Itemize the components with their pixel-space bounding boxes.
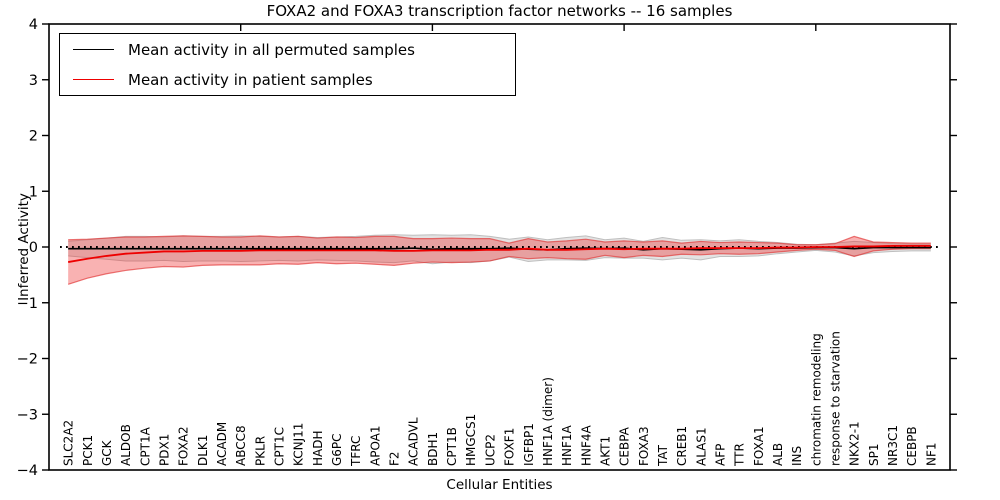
x-tick-label: DLK1 [196,435,210,466]
x-tick-label: FOXA1 [752,426,766,466]
x-tick-label: AFP [713,444,727,466]
legend-label: Mean activity in patient samples [128,70,373,89]
patient-mean-line [68,244,931,263]
x-tick-label: BDH1 [426,432,440,466]
x-tick-label: CPT1A [138,426,152,466]
x-tick-label: ALAS1 [694,427,708,466]
x-tick-label: ALDOB [119,424,133,466]
x-tick-label: NKX2-1 [848,421,862,466]
x-tick-label: SLC2A2 [62,420,76,466]
x-tick-label: ALB [771,443,785,466]
x-tick-label: HNF1A (dimer) [541,377,555,466]
x-tick-label: ABCC8 [234,425,248,466]
x-tick-label: INS [790,446,804,466]
x-tick-label: GCK [100,439,114,466]
x-tick-label: TTR [733,443,747,467]
patient-band [67,235,931,285]
legend-item-permuted: Mean activity in all permuted samples [60,35,515,64]
x-tick-label: FOXA3 [637,426,651,466]
x-tick-label: AKT1 [598,436,612,466]
x-tick-label: PCK1 [81,435,95,466]
x-tick-label: chromatin remodeling [809,333,823,466]
x-tick-label: HMGCS1 [464,414,478,466]
legend-line-sample-black [73,49,114,50]
legend-line-sample-red [73,79,114,80]
x-tick-label: FOXF1 [503,428,517,466]
chart-title: FOXA2 and FOXA3 transcription factor net… [266,2,733,20]
y-axis-label: Inferred Activity [16,193,32,301]
x-axis-labels: SLC2A2 PCK1 GCK ALDOB CPT1A PDX1 FOXA2 DLK1 ACAD… [62,331,939,467]
x-tick-label: TAT [656,444,670,467]
y-tick-label: 2 [29,129,38,145]
x-tick-label: HNF4A [579,424,593,466]
x-tick-label: CEBPA [618,426,632,466]
x-tick-label: HNF1A [560,424,574,466]
x-tick-label: SP1 [867,444,881,467]
x-tick-label: UCP2 [483,434,497,466]
x-tick-label: ACADVL [407,417,421,466]
x-tick-label: PKLR [253,436,267,466]
x-tick-label: NF1 [924,442,938,466]
x-tick-label: CPT1B [445,427,459,466]
y-tick-label: −1 [17,296,38,312]
x-axis-label: Cellular Entities [446,477,553,493]
y-axis-ticks: 4 3 2 1 0 −1 −2 −3 −4 [17,17,957,479]
x-tick-label: NR3C1 [886,425,900,466]
y-tick-label: 4 [29,17,38,33]
y-tick-label: −3 [17,407,38,423]
x-tick-label: APOA1 [368,425,382,466]
x-tick-label: TFRC [349,436,363,467]
legend-label: Mean activity in all permuted samples [128,40,415,59]
y-tick-label: 3 [29,73,38,89]
x-tick-label: ACADM [215,422,229,466]
x-axis-ticks [240,24,817,31]
legend-item-patient: Mean activity in patient samples [60,65,515,94]
legend: Mean activity in all permuted samples Me… [59,33,516,96]
y-tick-label: 0 [29,240,38,256]
x-tick-label: G6PC [330,433,344,466]
x-tick-label: CPT1C [273,427,287,466]
y-tick-label: 1 [29,184,38,200]
x-tick-label: FOXA2 [177,426,191,466]
x-tick-label: HADH [311,431,325,467]
x-tick-label: response to starvation [828,331,842,466]
x-tick-label: PDX1 [158,434,172,466]
x-tick-label: F2 [388,451,402,466]
y-tick-label: −4 [17,463,38,479]
x-tick-label: CEBPB [905,426,919,466]
x-tick-label: KCNJ11 [292,423,306,466]
y-tick-label: −2 [17,352,38,368]
x-tick-label: IGFBP1 [522,423,536,466]
x-tick-label: CREB1 [675,426,689,466]
